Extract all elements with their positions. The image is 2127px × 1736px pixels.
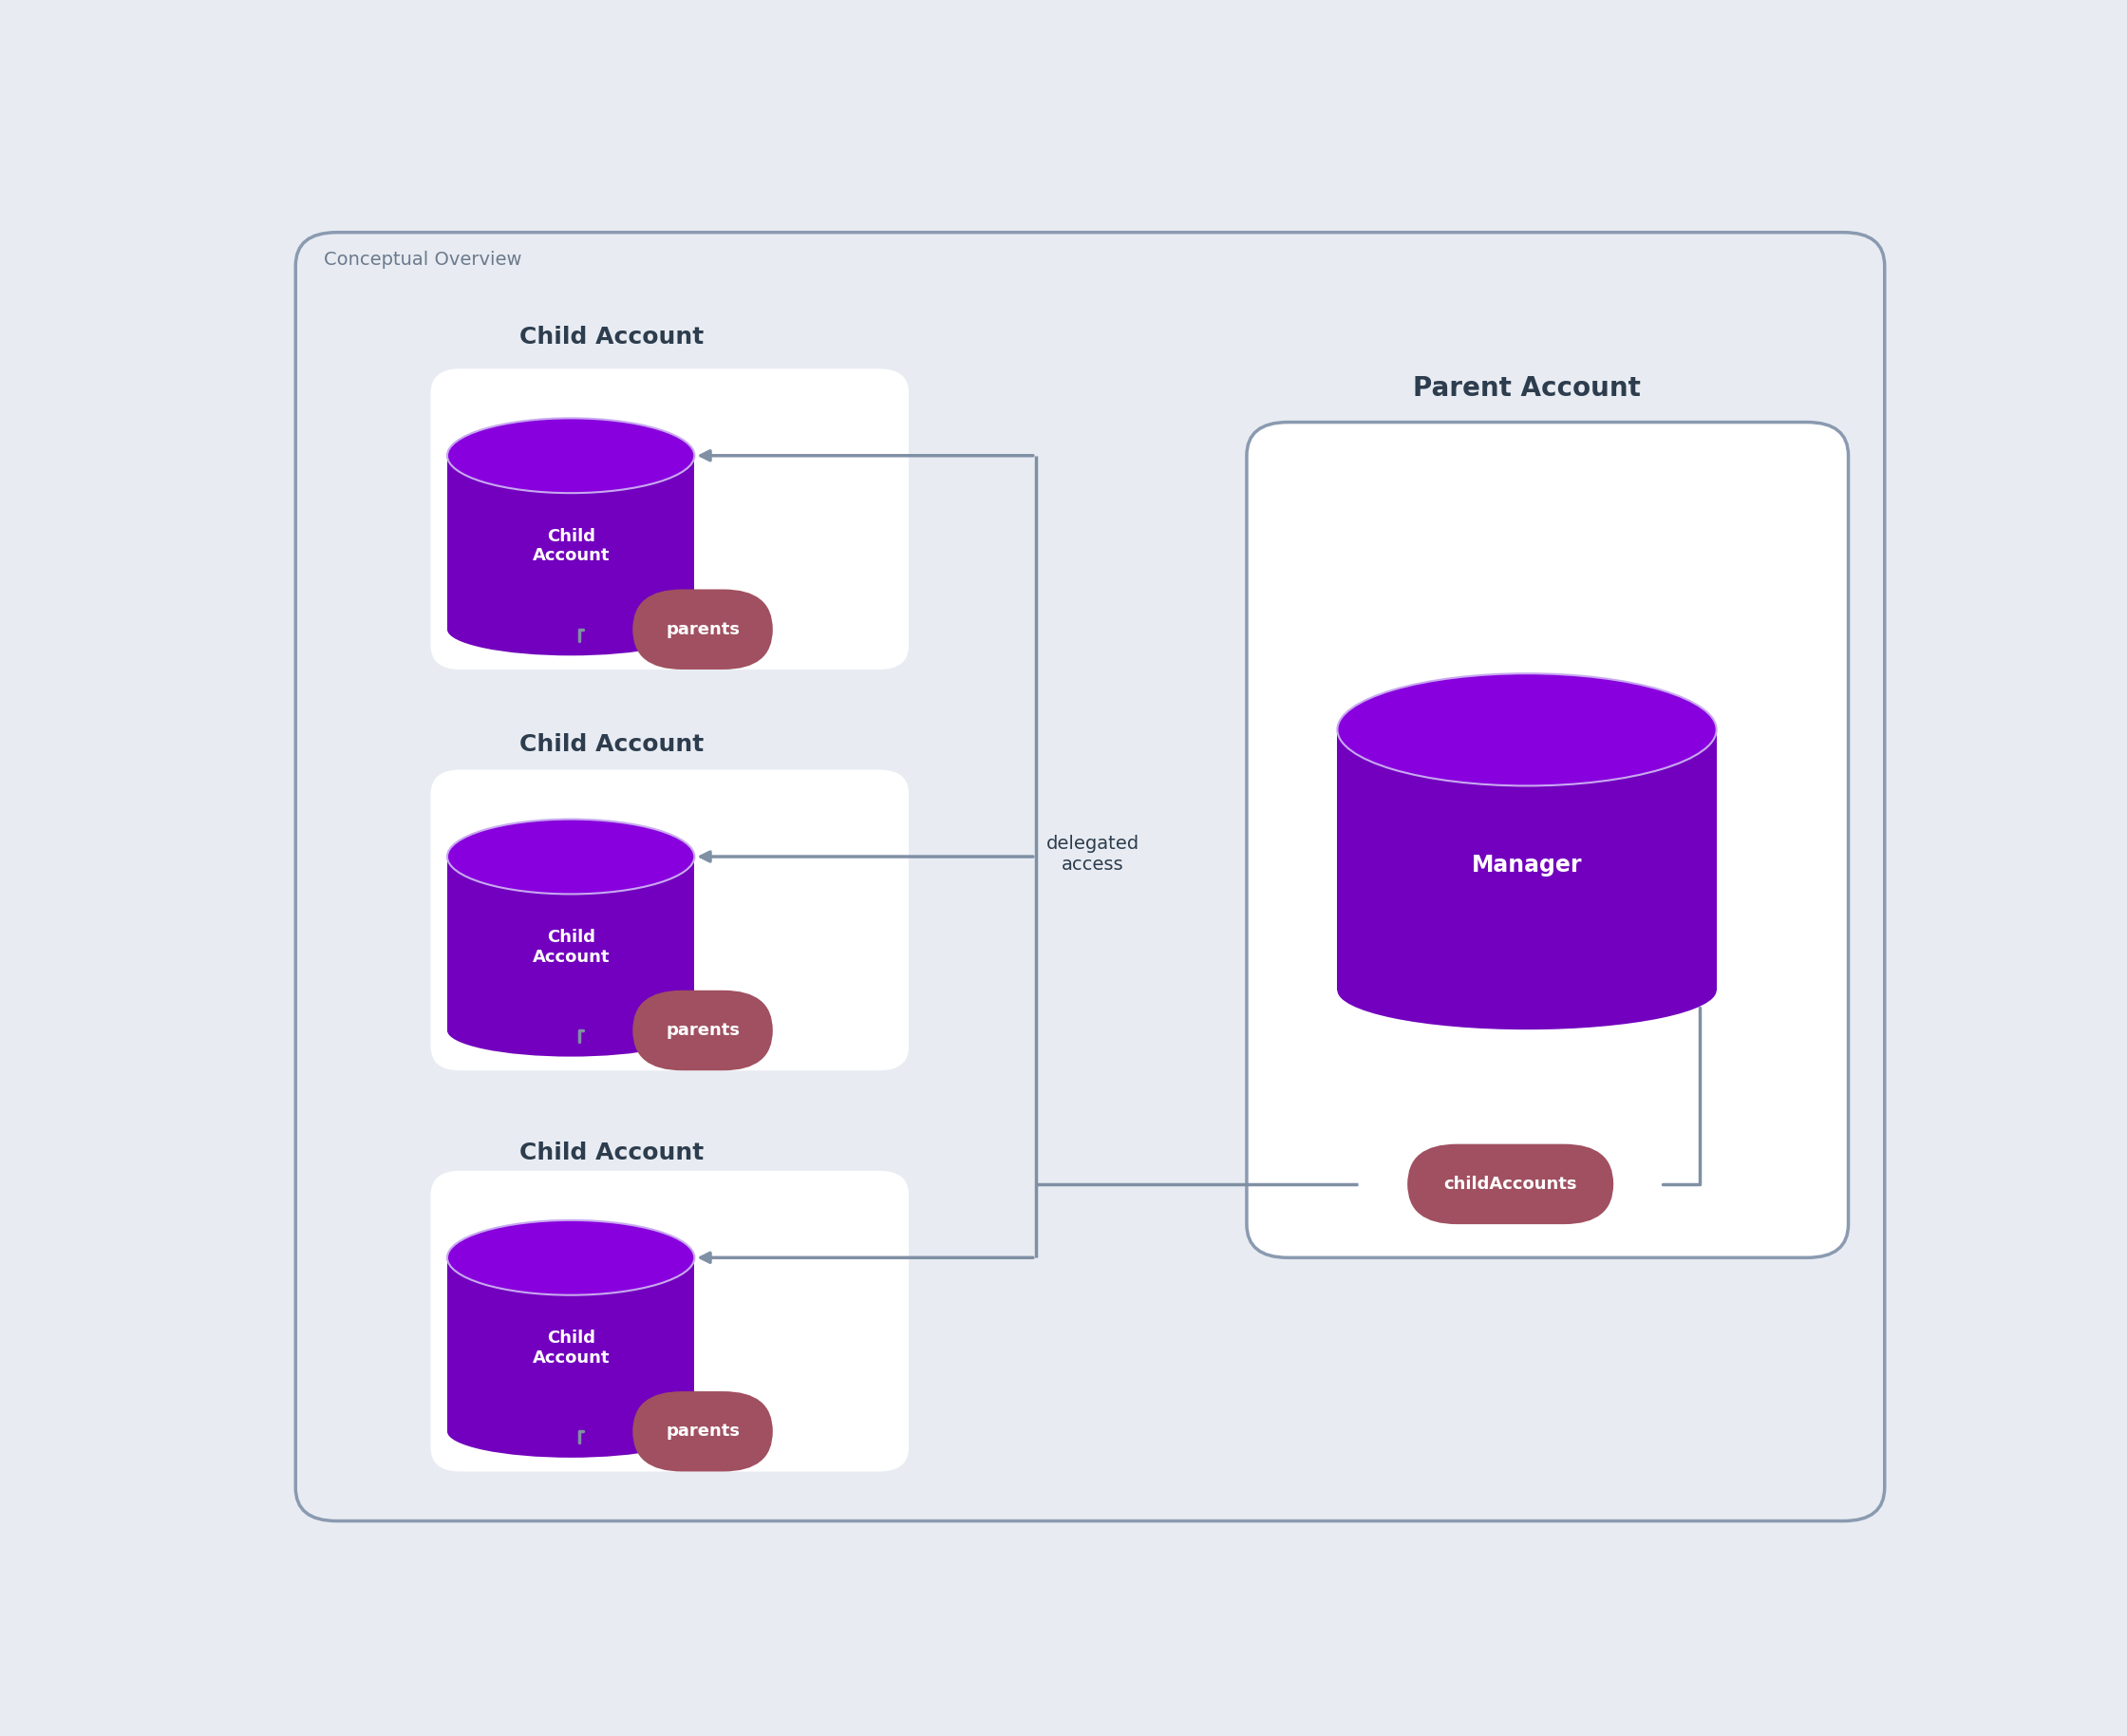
FancyBboxPatch shape: [296, 233, 1885, 1521]
Text: Manager: Manager: [1472, 854, 1582, 877]
FancyBboxPatch shape: [430, 769, 908, 1071]
FancyBboxPatch shape: [632, 1391, 772, 1472]
Ellipse shape: [1338, 951, 1716, 1029]
Ellipse shape: [447, 1404, 693, 1458]
Text: Child Account: Child Account: [519, 326, 704, 349]
Text: Child
Account: Child Account: [532, 1330, 610, 1366]
Ellipse shape: [447, 1003, 693, 1057]
FancyBboxPatch shape: [447, 856, 693, 1031]
Text: delegated
access: delegated access: [1046, 835, 1140, 873]
FancyBboxPatch shape: [447, 1257, 693, 1432]
Ellipse shape: [447, 418, 693, 493]
Text: Conceptual Overview: Conceptual Overview: [323, 252, 521, 269]
FancyBboxPatch shape: [1408, 1144, 1614, 1224]
Text: Child Account: Child Account: [519, 1141, 704, 1165]
Text: Child
Account: Child Account: [532, 929, 610, 965]
Text: parents: parents: [666, 1424, 740, 1439]
FancyBboxPatch shape: [447, 455, 693, 630]
Text: parents: parents: [666, 1023, 740, 1038]
Ellipse shape: [447, 602, 693, 656]
Ellipse shape: [447, 819, 693, 894]
FancyBboxPatch shape: [632, 589, 772, 670]
Text: parents: parents: [666, 621, 740, 637]
FancyBboxPatch shape: [430, 368, 908, 670]
Text: Child Account: Child Account: [519, 734, 704, 757]
FancyBboxPatch shape: [430, 1170, 908, 1472]
Ellipse shape: [1338, 674, 1716, 786]
FancyBboxPatch shape: [632, 990, 772, 1071]
Text: Parent Account: Parent Account: [1412, 375, 1640, 403]
Text: childAccounts: childAccounts: [1444, 1175, 1576, 1193]
Text: Child
Account: Child Account: [532, 528, 610, 564]
FancyBboxPatch shape: [1338, 729, 1716, 990]
Ellipse shape: [447, 1220, 693, 1295]
FancyBboxPatch shape: [1246, 422, 1848, 1257]
